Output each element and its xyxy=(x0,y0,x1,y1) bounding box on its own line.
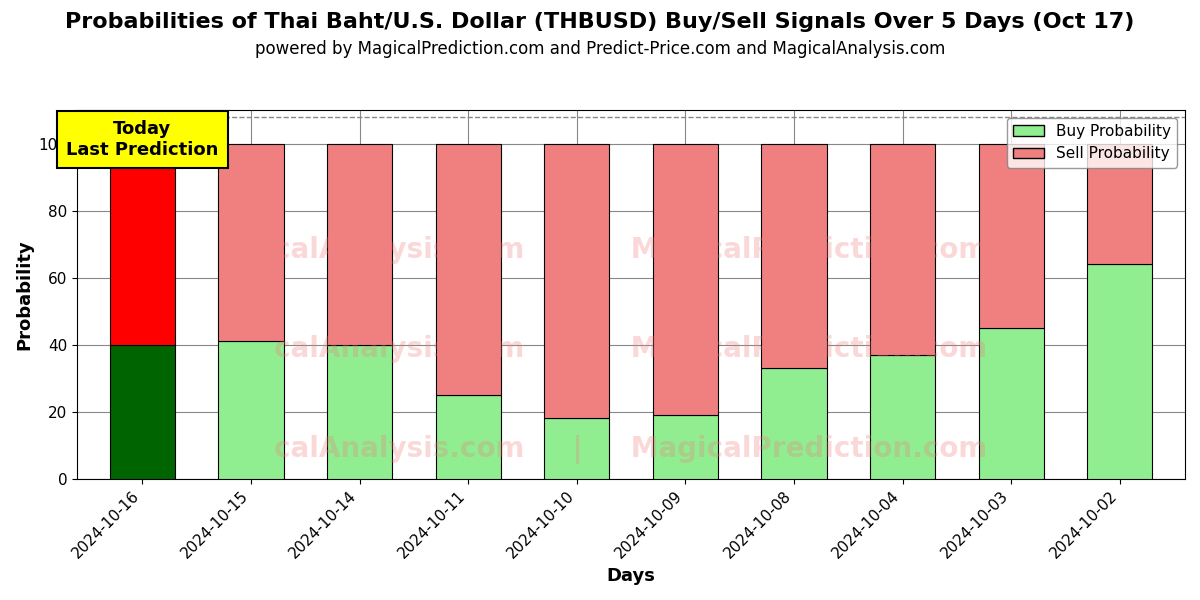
Bar xyxy=(979,328,1044,479)
Legend: Buy Probability, Sell Probability: Buy Probability, Sell Probability xyxy=(1007,118,1177,167)
Bar xyxy=(109,143,175,344)
Text: calAnalysis.com     |     MagicalPrediction.com: calAnalysis.com | MagicalPrediction.com xyxy=(275,435,988,464)
Bar xyxy=(870,355,935,479)
Y-axis label: Probability: Probability xyxy=(14,239,32,350)
Bar xyxy=(218,143,283,341)
Bar xyxy=(109,344,175,479)
Text: powered by MagicalPrediction.com and Predict-Price.com and MagicalAnalysis.com: powered by MagicalPrediction.com and Pre… xyxy=(254,40,946,58)
Bar xyxy=(436,395,500,479)
Text: Probabilities of Thai Baht/U.S. Dollar (THBUSD) Buy/Sell Signals Over 5 Days (Oc: Probabilities of Thai Baht/U.S. Dollar (… xyxy=(65,12,1135,32)
Bar xyxy=(436,143,500,395)
Bar xyxy=(762,143,827,368)
Bar xyxy=(544,418,610,479)
Bar xyxy=(762,368,827,479)
Text: Today
Last Prediction: Today Last Prediction xyxy=(66,120,218,159)
Bar xyxy=(326,143,392,344)
Bar xyxy=(653,415,718,479)
Bar xyxy=(544,143,610,418)
Bar xyxy=(1087,143,1152,264)
X-axis label: Days: Days xyxy=(607,567,655,585)
Bar xyxy=(979,143,1044,328)
Bar xyxy=(870,143,935,355)
Text: calAnalysis.com     |     MagicalPrediction.com: calAnalysis.com | MagicalPrediction.com xyxy=(275,236,988,265)
Bar xyxy=(326,344,392,479)
Text: calAnalysis.com     |     MagicalPrediction.com: calAnalysis.com | MagicalPrediction.com xyxy=(275,335,988,364)
Bar xyxy=(1087,264,1152,479)
Bar xyxy=(653,143,718,415)
Bar xyxy=(218,341,283,479)
